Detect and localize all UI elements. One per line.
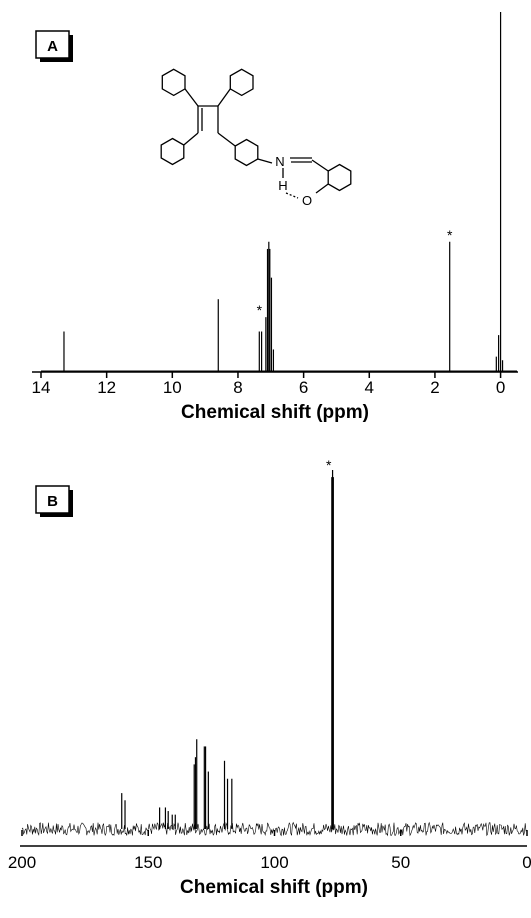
impurity-marker: * bbox=[326, 457, 332, 473]
chemical-structure: N H O bbox=[160, 68, 352, 208]
panel-a-label: A bbox=[47, 38, 58, 55]
x-tick-label: 150 bbox=[134, 853, 162, 872]
panel-b-x-axis-label: Chemical shift (ppm) bbox=[180, 877, 368, 898]
x-tick-label: 50 bbox=[391, 853, 410, 872]
panel-a-spectrum: ** bbox=[41, 12, 517, 372]
structure-ring-aminophenyl bbox=[234, 138, 259, 167]
structure-ring-phenyl-top-right bbox=[229, 68, 254, 97]
atom-label-n: N bbox=[275, 154, 284, 169]
panel-b-spectrum: * bbox=[21, 457, 527, 837]
structure-ring-phenyl-left bbox=[160, 137, 185, 166]
structure-ring-salicylidene bbox=[327, 163, 352, 192]
panel-a: A bbox=[32, 12, 518, 423]
impurity-marker: * bbox=[447, 227, 453, 243]
panel-a-x-axis-label: Chemical shift (ppm) bbox=[181, 402, 369, 423]
x-tick-label: 12 bbox=[97, 378, 116, 397]
panel-b-label-box: B bbox=[35, 485, 73, 517]
x-tick-label: 0 bbox=[496, 378, 505, 397]
x-tick-label: 6 bbox=[299, 378, 308, 397]
atom-label-h: H bbox=[278, 178, 287, 193]
panel-a-label-box: A bbox=[35, 30, 73, 62]
x-tick-label: 14 bbox=[32, 378, 51, 397]
impurity-marker: * bbox=[257, 302, 263, 318]
panel-a-x-axis: 14 12 10 8 6 4 2 0 bbox=[32, 371, 518, 397]
x-tick-label: 10 bbox=[163, 378, 182, 397]
atom-label-o: O bbox=[302, 193, 312, 208]
structure-ring-phenyl-top-left bbox=[161, 68, 186, 97]
x-tick-label: 200 bbox=[8, 853, 36, 872]
x-tick-label: 2 bbox=[430, 378, 439, 397]
x-tick-label: 4 bbox=[365, 378, 374, 397]
panel-b-x-axis: 200 150 100 50 0 bbox=[8, 830, 531, 872]
x-tick-label: 0 bbox=[522, 853, 531, 872]
x-tick-label: 8 bbox=[233, 378, 242, 397]
panel-b-label: B bbox=[47, 493, 58, 510]
x-tick-label: 100 bbox=[260, 853, 288, 872]
panel-b: B * 200 150 100 50 0 Chemical shift (ppm) bbox=[8, 457, 531, 898]
